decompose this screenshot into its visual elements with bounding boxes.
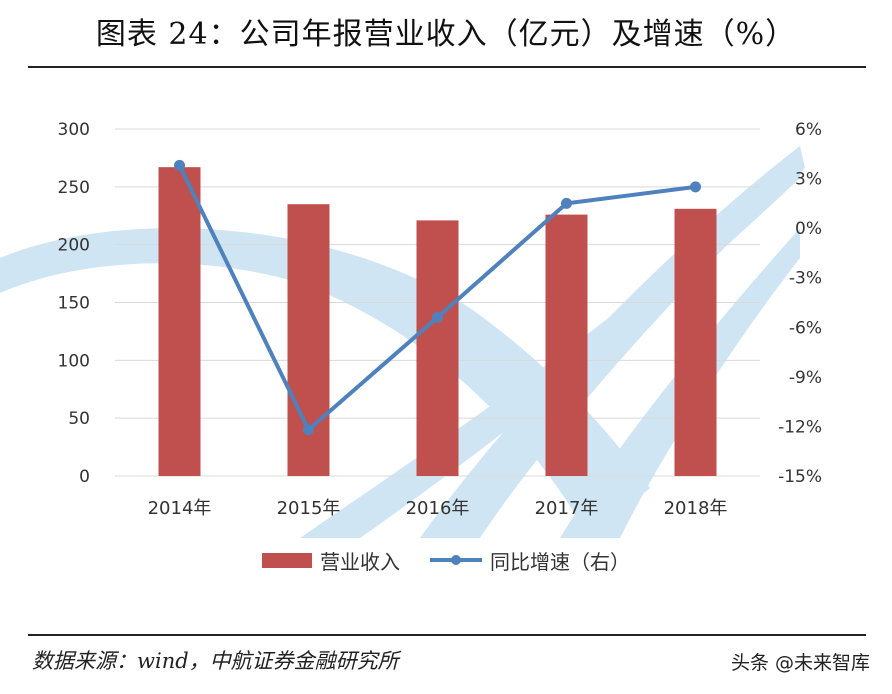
legend-item-revenue: 营业收入 [262, 546, 400, 575]
watermark-text: 头条 @未来智库 [730, 652, 870, 674]
growth-point [174, 159, 185, 171]
chart-title: 图表 24：公司年报营业收入（亿元）及增速（%） [95, 17, 797, 52]
legend-line-swatch [430, 552, 482, 568]
y-right-tick: 3% [795, 170, 822, 190]
footer-divider [28, 634, 866, 636]
bar-revenue [416, 220, 459, 476]
bar-revenue [545, 214, 588, 477]
y-right-tick: -3% [789, 269, 822, 289]
title-divider [28, 66, 866, 68]
line-series [174, 159, 701, 436]
growth-point [561, 197, 572, 209]
x-tick: 2015年 [277, 498, 341, 519]
y-left-tick: 200 [58, 236, 90, 256]
legend-bar-swatch [262, 552, 312, 568]
y-right-tick: -12% [778, 417, 822, 437]
legend: 营业收入 同比增速（右） [0, 540, 892, 580]
x-tick: 2016年 [406, 498, 470, 519]
growth-point [303, 424, 314, 436]
y-right-tick: 6% [795, 120, 822, 140]
x-tick: 2017年 [535, 498, 599, 519]
chart-area: 0 50 100 150 200 250 300 -15% -12% -9% -6% -3% 0% 3% 6… [0, 120, 822, 538]
legend-item-growth: 同比增速（右） [430, 546, 630, 575]
bar-revenue [674, 208, 717, 476]
bar-revenue [158, 167, 201, 477]
x-tick: 2018年 [664, 498, 728, 519]
y-left-tick: 50 [68, 409, 90, 429]
legend-label-growth: 同比增速（右） [490, 549, 630, 574]
y-left-tick: 300 [58, 120, 90, 140]
source-note: 数据来源：wind，中航证券金融研究所 [32, 649, 399, 673]
axis-labels: 0 50 100 150 200 250 300 -15% -12% -9% -6% -3% 0% 3% 6… [58, 120, 822, 519]
x-tick: 2014年 [148, 498, 212, 519]
legend-label-revenue: 营业收入 [320, 549, 400, 574]
y-left-tick: 100 [58, 351, 90, 371]
y-left-tick: 0 [79, 467, 90, 487]
y-left-tick: 250 [58, 178, 90, 198]
y-right-tick: -9% [789, 368, 822, 388]
y-right-tick: -6% [789, 318, 822, 338]
growth-point [432, 311, 443, 323]
y-right-tick: -15% [778, 467, 822, 487]
bar-series [158, 167, 717, 477]
y-left-tick: 150 [58, 294, 90, 314]
y-right-tick: 0% [795, 219, 822, 239]
growth-point [690, 181, 701, 193]
